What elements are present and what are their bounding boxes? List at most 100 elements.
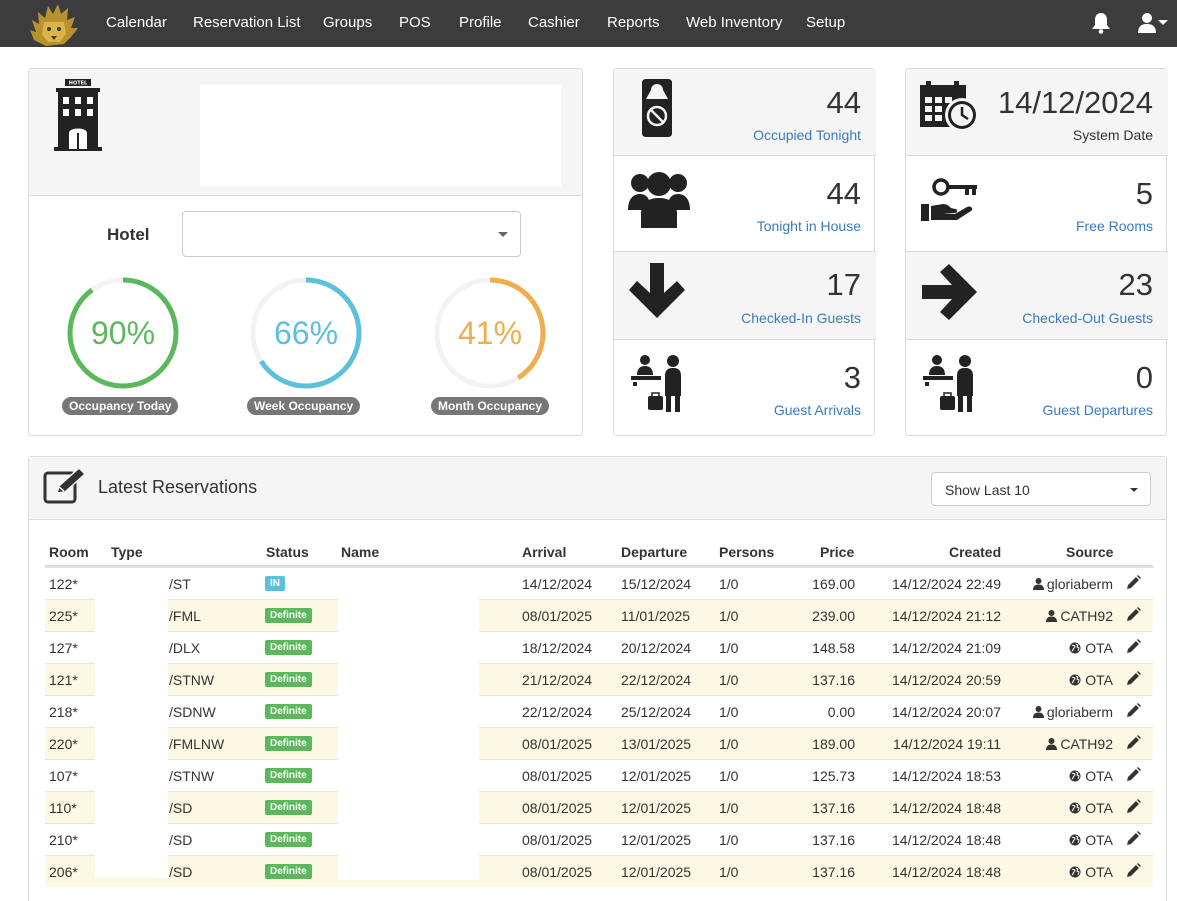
cell-room: 225* xyxy=(49,608,78,624)
pencil-icon[interactable] xyxy=(1126,831,1141,846)
pencil-icon[interactable] xyxy=(1126,639,1141,654)
stat-label[interactable]: Guest Arrivals xyxy=(773,402,861,418)
pencil-icon[interactable] xyxy=(1126,575,1141,590)
table-row[interactable]: 220* /FMLNW Definite 08/01/2025 13/01/2025 1/… xyxy=(45,727,1153,759)
col-departure[interactable]: Departure xyxy=(621,544,688,560)
chevron-down-icon[interactable] xyxy=(1158,20,1168,26)
stat-label[interactable]: Occupied Tonight xyxy=(753,127,861,143)
nav-groups[interactable]: Groups xyxy=(323,14,373,31)
reservations-header: Latest Reservations Show Last 10 xyxy=(29,457,1166,520)
cell-source-text: OTA xyxy=(1085,672,1113,688)
table-row[interactable]: 206* /SD Definite 08/01/2025 12/01/2025 1/0 13… xyxy=(45,855,1153,887)
cell-source: gloriaberm xyxy=(1032,704,1113,720)
show-last-select[interactable]: Show Last 10 xyxy=(931,472,1151,506)
bell-icon[interactable] xyxy=(1091,12,1111,34)
hotel-badge-text: HOTEL xyxy=(69,81,88,87)
cell-source: gloriaberm xyxy=(1032,576,1113,592)
nav-cashier[interactable]: Cashier xyxy=(528,14,580,31)
stat-checked-out-guests[interactable]: 23 Checked-Out Guests xyxy=(906,252,1168,340)
calendar-clock-icon xyxy=(920,81,979,132)
nav-pos[interactable]: POS xyxy=(399,14,431,31)
col-created[interactable]: Created xyxy=(949,544,1002,560)
stat-tonight-in-house[interactable]: 44 Tonight in House xyxy=(614,156,876,252)
user-icon xyxy=(1046,736,1060,752)
stat-guest-departures[interactable]: 0 Guest Departures xyxy=(906,340,1168,436)
table-row[interactable]: 121* /STNW Definite 21/12/2024 22/12/2024 1/0… xyxy=(45,663,1153,695)
col-arrival[interactable]: Arrival xyxy=(522,544,567,560)
table-row[interactable]: 225* /FML Definite 08/01/2025 11/01/2025 1/0 2… xyxy=(45,599,1153,631)
pencil-icon[interactable] xyxy=(1126,703,1141,718)
stat-label[interactable]: Tonight in House xyxy=(756,218,861,234)
lion-logo-icon[interactable] xyxy=(26,0,82,47)
cell-source-text: gloriaberm xyxy=(1046,704,1113,720)
col-persons[interactable]: Persons xyxy=(719,544,775,560)
cell-price: 189.00 xyxy=(812,736,855,752)
pencil-icon[interactable] xyxy=(1126,767,1141,782)
pencil-icon[interactable] xyxy=(1126,671,1141,686)
stat-label[interactable]: Guest Departures xyxy=(1042,402,1154,418)
hotel-select[interactable] xyxy=(182,211,521,257)
cell-source-text: OTA xyxy=(1085,864,1113,880)
col-room[interactable]: Room xyxy=(49,544,89,560)
cell-room: 218* xyxy=(49,704,78,720)
status-badge: Definite xyxy=(265,864,312,879)
cell-type: /SDNW xyxy=(169,704,216,720)
cell-arrival: 18/12/2024 xyxy=(522,640,593,656)
nav-profile[interactable]: Profile xyxy=(459,14,502,31)
pencil-icon[interactable] xyxy=(1126,607,1141,622)
nav-reservation-list[interactable]: Reservation List xyxy=(193,14,301,31)
table-row[interactable]: 122* /ST IN 14/12/2024 15/12/2024 1/0 169.00 14… xyxy=(45,567,1153,599)
globe-icon xyxy=(1069,832,1085,848)
globe-icon xyxy=(1069,672,1085,688)
cell-source: CATH92 xyxy=(1046,608,1113,624)
stat-free-rooms[interactable]: 5 Free Rooms xyxy=(906,156,1168,252)
stat-occupied-tonight[interactable]: 44 Occupied Tonight xyxy=(614,69,876,156)
table-row[interactable]: 107* /STNW Definite 08/01/2025 12/01/2025 1/0… xyxy=(45,759,1153,791)
nav-calendar[interactable]: Calendar xyxy=(106,14,167,31)
table-row[interactable]: 210* /SD Definite 08/01/2025 12/01/2025 1/0 13… xyxy=(45,823,1153,855)
nav-web-inventory[interactable]: Web Inventory xyxy=(686,14,783,31)
nav-reports[interactable]: Reports xyxy=(607,14,660,31)
stat-system-date: 14/12/2024 System Date xyxy=(906,69,1168,156)
reception-icon xyxy=(631,355,681,412)
cell-persons: 1/0 xyxy=(719,704,739,720)
col-source[interactable]: Source xyxy=(1066,544,1114,560)
cell-persons: 1/0 xyxy=(719,608,739,624)
gauge-month-occupancy: 41% xyxy=(432,275,548,391)
user-icon xyxy=(1046,608,1060,624)
cell-type: /SD xyxy=(169,800,193,816)
stat-label[interactable]: Checked-Out Guests xyxy=(1022,310,1153,326)
cell-created: 14/12/2024 21:09 xyxy=(892,640,1001,656)
cell-type: /SD xyxy=(169,832,193,848)
key-hand-icon xyxy=(921,178,977,221)
stat-guest-arrivals[interactable]: 3 Guest Arrivals xyxy=(614,340,876,436)
col-status[interactable]: Status xyxy=(266,544,309,560)
stat-value: 3 xyxy=(843,360,861,395)
cell-source-text: OTA xyxy=(1085,832,1113,848)
col-name[interactable]: Name xyxy=(341,544,380,560)
pencil-icon[interactable] xyxy=(1126,735,1141,750)
globe-icon xyxy=(1069,640,1085,656)
pencil-icon[interactable] xyxy=(1126,863,1141,878)
stat-value: 23 xyxy=(1118,267,1153,302)
table-row[interactable]: 218* /SDNW Definite 22/12/2024 25/12/2024 1/0… xyxy=(45,695,1153,727)
col-type[interactable]: Type xyxy=(111,544,143,560)
stat-checked-in-guests[interactable]: 17 Checked-In Guests xyxy=(614,252,876,340)
cell-departure: 15/12/2024 xyxy=(621,576,692,592)
globe-icon xyxy=(1069,800,1085,816)
pencil-icon[interactable] xyxy=(1126,799,1141,814)
cell-type: /ST xyxy=(169,576,191,592)
nav-setup[interactable]: Setup xyxy=(806,14,846,31)
user-icon[interactable] xyxy=(1137,12,1157,34)
table-row[interactable]: 127* /DLX Definite 18/12/2024 20/12/2024 1/0 1… xyxy=(45,631,1153,663)
stat-label[interactable]: Free Rooms xyxy=(1075,218,1153,234)
cell-room: 122* xyxy=(49,576,78,592)
cell-persons: 1/0 xyxy=(719,864,739,880)
cell-departure: 12/01/2025 xyxy=(621,864,692,880)
stat-label[interactable]: Checked-In Guests xyxy=(741,310,861,326)
table-row[interactable]: 110* /SD Definite 08/01/2025 12/01/2025 1/0 13… xyxy=(45,791,1153,823)
gauge-occupancy-today: 90% xyxy=(65,275,181,391)
col-price[interactable]: Price xyxy=(820,544,855,560)
cell-persons: 1/0 xyxy=(719,800,739,816)
hotel-building-icon: HOTEL xyxy=(54,79,102,151)
